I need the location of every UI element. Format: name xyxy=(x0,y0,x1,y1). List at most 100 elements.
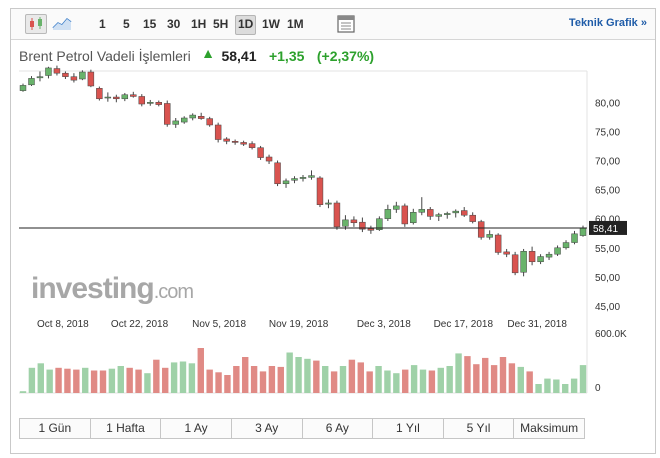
candle-body xyxy=(308,175,315,178)
range-button-2[interactable]: 1 Ay xyxy=(161,419,232,438)
candle-body xyxy=(477,221,485,238)
candle-body xyxy=(545,253,553,258)
interval-button-30[interactable]: 30 xyxy=(167,17,181,31)
candle-body xyxy=(562,242,570,249)
range-button-4[interactable]: 6 Ay xyxy=(302,419,374,438)
interval-button-1d[interactable]: 1D xyxy=(235,15,257,35)
candle-body xyxy=(223,138,230,142)
range-button-1[interactable]: 1 Hafta xyxy=(90,419,162,438)
teknik-grafik-link[interactable]: Teknik Grafik » xyxy=(569,17,647,29)
interval-button-15[interactable]: 15 xyxy=(143,17,157,31)
volume-bar xyxy=(313,360,320,393)
candle-body xyxy=(452,210,459,214)
volume-bar xyxy=(437,367,444,393)
volume-bar xyxy=(526,371,533,393)
last-price: 58,41 xyxy=(221,48,257,64)
candle-body xyxy=(299,177,307,179)
volume-bar xyxy=(73,369,80,393)
interval-button-5h[interactable]: 5H xyxy=(213,17,229,31)
candle-body xyxy=(316,177,324,205)
interval-button-1[interactable]: 1 xyxy=(99,17,106,31)
candlestick-chart-type-button[interactable] xyxy=(25,14,47,34)
volume-bar xyxy=(144,373,151,393)
volume-bar xyxy=(162,367,169,393)
volume-bar xyxy=(99,370,107,393)
volume-bar xyxy=(28,367,36,393)
instrument-name: Brent Petrol Vadeli İşlemleri xyxy=(19,48,191,64)
area-chart-type-button[interactable] xyxy=(51,14,73,34)
y-tick-label: 70,00 xyxy=(595,156,620,167)
volume-bar xyxy=(197,348,204,393)
range-button-5[interactable]: 1 Yıl xyxy=(373,419,444,438)
candle-body xyxy=(444,213,451,215)
candle-body xyxy=(113,96,120,100)
interval-button-1h[interactable]: 1H xyxy=(191,17,207,31)
candle-body xyxy=(240,142,247,145)
volume-bar xyxy=(170,362,178,393)
volume-tick-zero: 0 xyxy=(595,383,601,394)
interval-button-1m[interactable]: 1M xyxy=(287,17,304,31)
range-button-6[interactable]: 5 Yıl xyxy=(443,419,515,438)
current-price-tag xyxy=(589,220,627,235)
volume-bar xyxy=(117,366,124,393)
x-tick-label: Dec 3, 2018 xyxy=(357,319,411,330)
volume-bar xyxy=(206,369,213,393)
volume-bar xyxy=(268,366,276,393)
calendar-button[interactable] xyxy=(336,14,358,34)
candle-body xyxy=(393,205,400,210)
volume-bar xyxy=(82,367,89,393)
candle-body xyxy=(138,96,146,105)
candle-body xyxy=(214,124,222,140)
candle-body xyxy=(70,76,78,81)
candle-body xyxy=(401,205,409,225)
x-tick-label: Nov 5, 2018 xyxy=(192,319,246,330)
x-tick-label: Dec 31, 2018 xyxy=(507,319,567,330)
candle-body xyxy=(274,162,281,185)
volume-bar xyxy=(535,384,542,393)
volume-bar xyxy=(579,365,587,393)
y-tick-label: 65,00 xyxy=(595,186,620,197)
range-button-0[interactable]: 1 Gün xyxy=(20,419,91,438)
candle-body xyxy=(248,143,256,148)
interval-button-1w[interactable]: 1W xyxy=(262,17,280,31)
x-tick-label: Nov 19, 2018 xyxy=(269,319,329,330)
volume-bar xyxy=(330,371,338,393)
candle-body xyxy=(333,202,341,228)
instrument-header: Brent Petrol Vadeli İşlemleri ▲ 58,41 +1… xyxy=(19,45,374,70)
candle-body xyxy=(427,209,434,217)
candle-body xyxy=(197,116,205,119)
volume-bar xyxy=(135,369,142,393)
candle-body xyxy=(36,76,44,79)
volume-bar xyxy=(224,375,231,393)
range-button-7[interactable]: Maksimum xyxy=(514,419,584,438)
candle-body xyxy=(164,103,171,125)
price-chart[interactable]: 80,00 75,00 70,00 65,00 60,00 55,00 50,00 45,00… xyxy=(11,9,655,453)
candle-body xyxy=(87,71,95,87)
range-button-3[interactable]: 3 Ay xyxy=(231,419,303,438)
volume-bar xyxy=(428,370,436,393)
candle-body xyxy=(282,180,290,185)
candle-body xyxy=(19,85,27,91)
volume-bar xyxy=(375,366,382,393)
candle-body xyxy=(376,218,383,231)
candle-body xyxy=(265,156,273,162)
candle-body xyxy=(579,227,587,236)
interval-button-5[interactable]: 5 xyxy=(123,17,130,31)
volume-bar xyxy=(490,365,498,393)
x-tick-label: Oct 8, 2018 xyxy=(37,319,89,330)
candle-body xyxy=(28,78,35,86)
candle-body xyxy=(528,251,536,263)
chart-toolbar: 1 5 15 30 1H 5H 1D 1W 1M Teknik Grafik » xyxy=(11,9,655,40)
calendar-icon xyxy=(337,15,355,33)
volume-bar xyxy=(322,366,329,393)
candle-body xyxy=(180,117,188,123)
candle-body xyxy=(231,141,239,143)
candle-body xyxy=(130,94,137,97)
candle-body xyxy=(418,209,426,213)
candle-body xyxy=(155,102,162,105)
candle-body xyxy=(189,114,196,119)
volume-bar xyxy=(402,369,409,393)
double-chevron-right-icon: » xyxy=(640,17,647,29)
candle-body xyxy=(121,94,129,100)
candle-body xyxy=(172,120,179,125)
